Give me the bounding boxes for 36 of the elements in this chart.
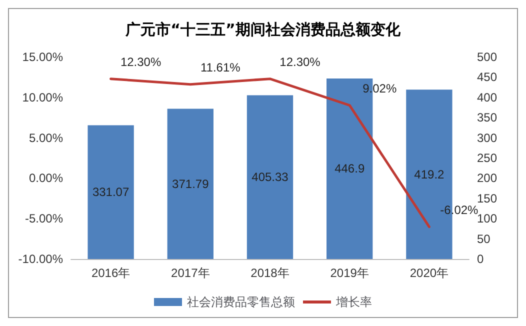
- y-tick-label: -5.00%: [24, 212, 64, 226]
- y2-tick-label: 350: [477, 110, 498, 125]
- data-label: 405.33: [252, 170, 289, 184]
- x-tick-label: 2018年: [250, 266, 290, 280]
- bar: [167, 108, 214, 259]
- y2-tick-label: 100: [477, 212, 498, 226]
- y-tick-label: 15.00%: [22, 50, 64, 64]
- data-label: 12.30%: [120, 54, 162, 69]
- y2-tick-label: 400: [477, 90, 498, 104]
- y-tick-label: 10.00%: [22, 90, 64, 104]
- y2-tick-label: 500: [477, 50, 498, 64]
- y2-tick-label: 450: [477, 70, 498, 84]
- data-label: 371.79: [172, 176, 210, 191]
- y2-tick-label: 200: [477, 171, 498, 186]
- x-tick-label: 2017年: [171, 266, 210, 280]
- y2-tick-label: 300: [477, 130, 498, 145]
- y2-tick-label: 250: [477, 151, 498, 165]
- x-tick-label: 2019年: [330, 266, 369, 280]
- data-label: 446.9: [334, 162, 365, 176]
- bar: [246, 95, 294, 259]
- data-label: 331.07: [92, 185, 130, 200]
- bar: [88, 125, 134, 259]
- x-tick-label: 2020年: [410, 266, 449, 280]
- y-tick-label: 5.00%: [28, 130, 64, 145]
- y-tick-label: 0.00%: [28, 171, 64, 186]
- legend-label: 增长率: [335, 295, 372, 309]
- y-tick-label: -10.00%: [18, 252, 64, 266]
- data-label: 419.2: [414, 167, 445, 182]
- x-tick-label: 2016年: [91, 266, 130, 280]
- y2-tick-label: 150: [477, 191, 498, 206]
- chart-title: 广元市“十三五”期间社会消费品总额变化: [124, 20, 402, 38]
- data-label: 11.61%: [200, 60, 241, 74]
- legend-label: 社会消费品零售总额: [187, 295, 295, 309]
- y2-tick-label: 50: [477, 232, 491, 246]
- data-label: 12.30%: [280, 54, 321, 69]
- y2-tick-label: 0: [477, 252, 484, 266]
